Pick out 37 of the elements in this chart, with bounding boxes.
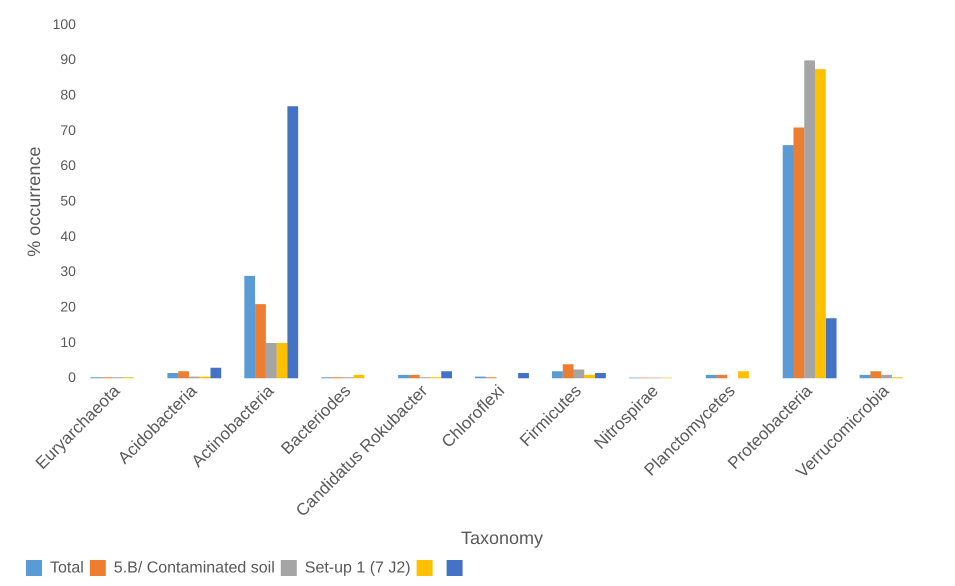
y-tick-label: 100	[52, 16, 76, 32]
bar	[244, 276, 256, 378]
legend-label: Total	[50, 559, 84, 576]
bar	[574, 370, 584, 378]
y-tick-label: 80	[60, 86, 76, 103]
bar	[441, 371, 452, 378]
y-tick-label: 50	[60, 192, 76, 209]
bar	[518, 373, 529, 378]
bar	[255, 304, 266, 378]
y-tick-label: 30	[60, 263, 76, 280]
bar	[178, 371, 189, 378]
bar	[266, 343, 277, 378]
bar	[276, 343, 288, 378]
y-tick-label: 60	[60, 157, 76, 174]
bar	[826, 318, 837, 378]
y-tick-label: 40	[60, 228, 76, 244]
bar	[595, 373, 606, 378]
bar	[167, 373, 178, 378]
bar	[804, 60, 816, 378]
bar	[287, 106, 298, 378]
bar	[552, 371, 563, 378]
bar	[738, 371, 749, 378]
y-tick-label: 10	[60, 334, 76, 350]
bar	[210, 368, 222, 378]
y-tick-label: 0	[68, 369, 76, 386]
bar	[562, 364, 574, 378]
bar	[870, 371, 882, 378]
bar	[815, 69, 826, 378]
y-tick-label: 70	[60, 122, 76, 138]
bar	[782, 145, 794, 378]
y-tick-label: 90	[60, 51, 76, 68]
y-axis-title: % occurrence	[24, 146, 44, 257]
bar	[793, 127, 804, 378]
legend-label: 5.B/ Contaminated soil	[114, 559, 275, 576]
y-tick-label: 20	[60, 298, 76, 315]
x-axis-title: Taxonomy	[460, 528, 544, 548]
legend-label: Set-up 1 (7 J2)	[304, 559, 411, 576]
